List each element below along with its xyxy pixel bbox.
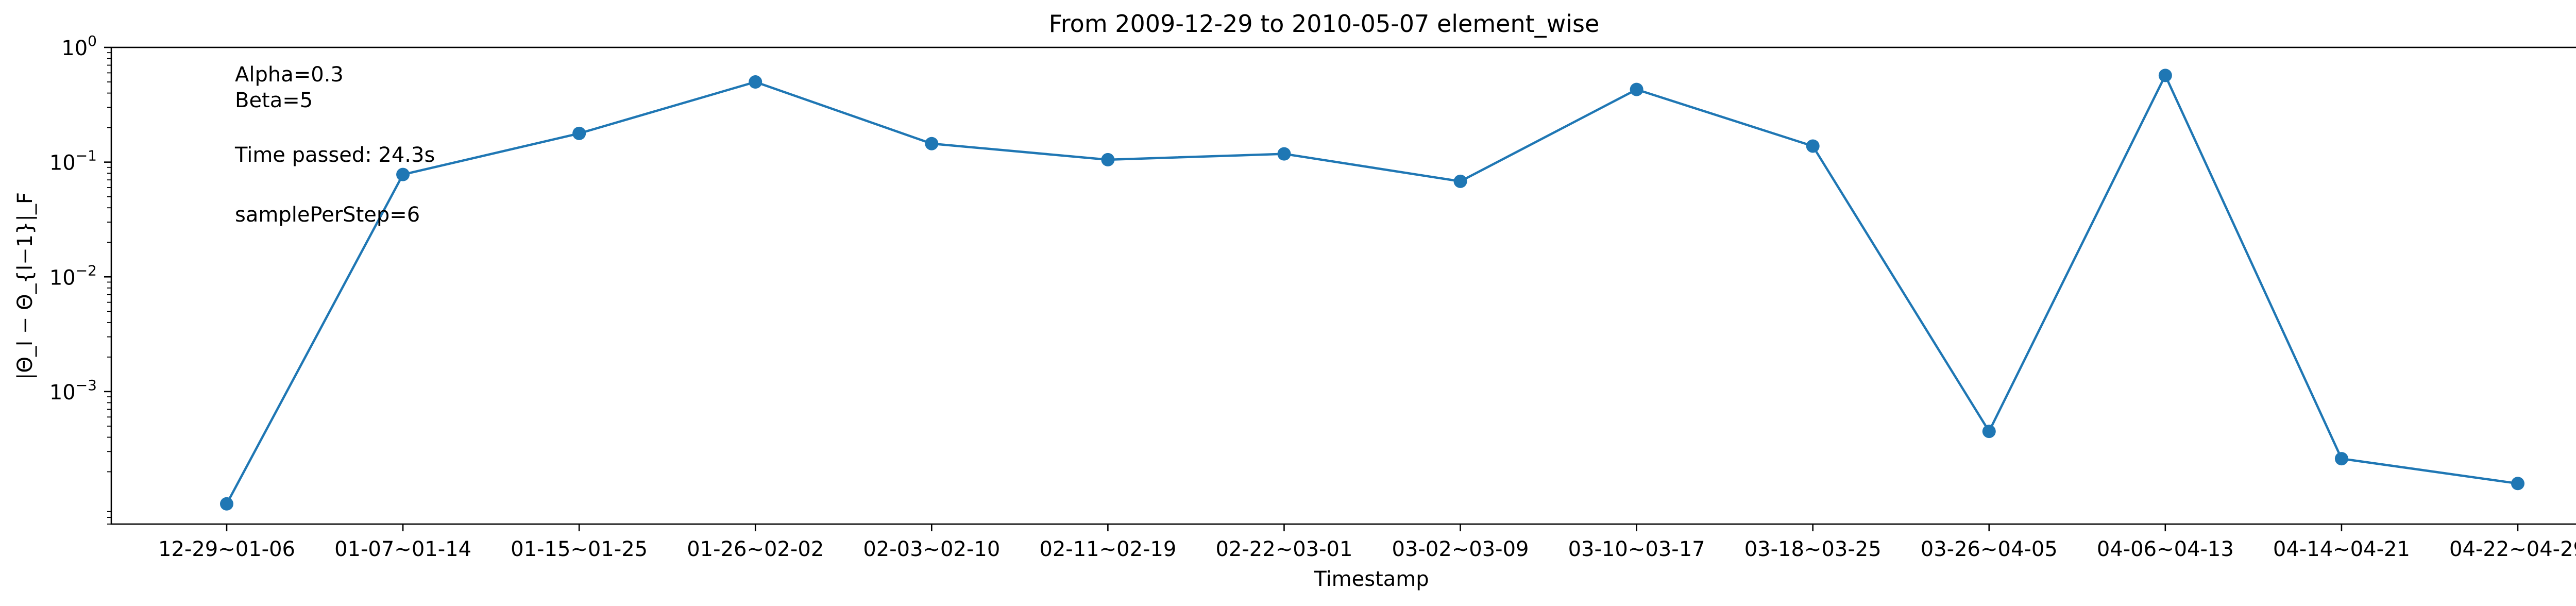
data-point [220,497,233,511]
x-tick-label: 01-15~01-25 [511,537,648,561]
x-tick-label: 04-22~04-29 [2449,537,2576,561]
x-tick-label: 03-18~03-25 [1744,537,1882,561]
data-point [925,137,939,150]
data-point [749,75,762,89]
annotations: Alpha=0.3 Beta=5 Time passed: 24.3s samp… [234,63,435,227]
y-tick-label: 10−3 [49,377,97,405]
y-tick-label: 10−2 [49,262,97,290]
data-point [396,167,410,181]
x-axis: 12-29~01-06 01-07~01-14 01-15~01-25 01-26~0… [158,524,2576,561]
x-axis-label: Timestamp [1313,567,1429,591]
y-tick-label: 10−1 [49,147,97,175]
data-point [2334,452,2348,466]
x-tick-label: 03-26~04-05 [1921,537,2058,561]
x-tick-label: 02-11~02-19 [1039,537,1176,561]
x-tick-label: 01-26~02-02 [687,537,824,561]
x-tick-label: 04-14~04-21 [2273,537,2410,561]
annotation-samples: samplePerStep=6 [235,203,420,227]
y-tick-label: 100 [61,32,97,60]
data-point [2158,69,2172,82]
chart-title: From 2009-12-29 to 2010-05-07 element_wi… [1049,10,1600,38]
x-tick-label: 02-03~02-10 [863,537,1000,561]
annotation-time: Time passed: 24.3s [234,143,435,167]
x-tick-label: 02-22~03-01 [1215,537,1352,561]
x-tick-label: 03-02~03-09 [1392,537,1529,561]
data-point [2511,477,2524,491]
series-points [220,69,2524,511]
data-point [1453,174,1467,188]
y-axis-label: |Θ_l − Θ_{l−1}|_F [13,192,37,380]
x-tick-label: 12-29~01-06 [158,537,295,561]
x-tick-label: 01-07~01-14 [334,537,471,561]
plot-frame [110,46,2576,525]
data-point [572,126,586,140]
data-point [1982,425,1996,439]
annotation-alpha: Alpha=0.3 [235,63,344,87]
x-tick-label: 04-06~04-13 [2097,537,2234,561]
series-line [226,74,2518,504]
x-tick-label: 03-10~03-17 [1568,537,1705,561]
data-point [1630,82,1643,96]
annotation-beta: Beta=5 [235,89,313,112]
y-axis: 100 10−1 10−2 10−3 [49,32,111,525]
data-point [1806,139,1820,153]
data-point [1277,147,1291,161]
data-point [1101,153,1115,166]
